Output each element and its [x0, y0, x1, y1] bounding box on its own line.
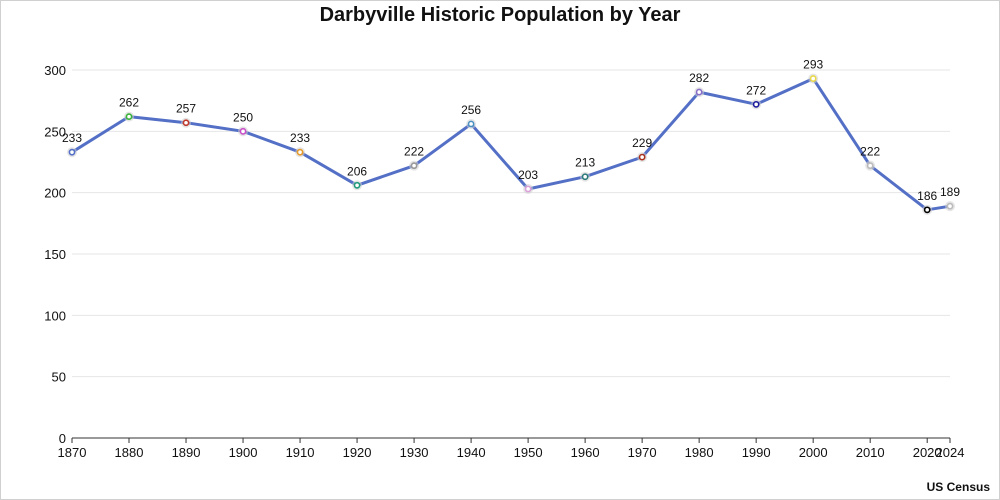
x-tick-label: 1940: [457, 445, 486, 460]
axes: 0 50 100 150 200 250 300 1870 1880 1890 1900 1910 19…: [44, 63, 964, 460]
data-label: 206: [347, 164, 367, 178]
data-point: [296, 148, 304, 156]
data-point: [695, 88, 703, 96]
data-label: 262: [119, 96, 139, 110]
data-point: [467, 120, 475, 128]
data-point: [239, 127, 247, 135]
chart-title: Darbyville Historic Population by Year: [319, 4, 681, 26]
data-point: [638, 153, 646, 161]
data-label: 257: [176, 102, 196, 116]
y-tick-label: 200: [44, 186, 66, 201]
x-tick-label: 1870: [58, 445, 87, 460]
y-tick-label: 300: [44, 63, 66, 78]
data-label: 222: [404, 145, 424, 159]
data-point: [752, 100, 760, 108]
x-tick-label: 1900: [229, 445, 258, 460]
data-points: [67, 73, 955, 215]
y-tick-label: 250: [44, 124, 66, 139]
data-point: [809, 75, 817, 82]
data-point: [923, 206, 931, 214]
x-tick-label: 1910: [286, 445, 315, 460]
x-tick-label: 1990: [742, 445, 771, 460]
data-label: 250: [233, 110, 253, 124]
data-point: [68, 148, 76, 156]
series-line-layer: [70, 77, 952, 212]
data-label: 229: [632, 136, 652, 150]
y-tick-label: 0: [59, 431, 66, 446]
x-tick-label: 1890: [172, 445, 201, 460]
data-label: 282: [689, 71, 709, 85]
x-tick-label: 2000: [799, 445, 828, 460]
data-label: 189: [940, 185, 960, 199]
x-tick-label: 2024: [936, 445, 965, 460]
data-label: 186: [917, 189, 937, 203]
x-tick-label: 1950: [514, 445, 543, 460]
source-note: US Census: [926, 480, 990, 494]
data-point: [524, 185, 532, 193]
y-tick-label: 100: [44, 308, 66, 323]
x-tick-label: 1970: [628, 445, 657, 460]
data-label: 233: [62, 131, 82, 145]
data-label: 222: [860, 145, 880, 159]
y-tick-label: 150: [44, 247, 66, 262]
x-tick-label: 1960: [571, 445, 600, 460]
y-tick-label: 50: [52, 370, 66, 385]
data-labels: 233 262 257 250 233 206 222 256 203 213 229 282 272 2…: [62, 58, 960, 203]
data-point: [946, 202, 954, 210]
x-tick-label: 1980: [685, 445, 714, 460]
data-point: [410, 162, 418, 170]
series-line: [70, 77, 952, 212]
x-tick-label: 1880: [115, 445, 144, 460]
x-tick-label: 1920: [343, 445, 372, 460]
x-tick-label: 2010: [856, 445, 885, 460]
data-label: 233: [290, 131, 310, 145]
data-label: 213: [575, 156, 595, 170]
data-point: [581, 173, 589, 181]
data-label: 272: [746, 83, 766, 97]
x-tick-label: 1930: [400, 445, 429, 460]
data-label: 203: [518, 168, 538, 182]
data-point: [125, 113, 133, 121]
data-label: 293: [803, 58, 823, 72]
x-tick-label: 2020: [913, 445, 942, 460]
data-point: [182, 119, 190, 127]
data-point: [866, 162, 874, 170]
grid-lines: [72, 69, 950, 378]
data-point: [353, 181, 361, 189]
data-label: 256: [461, 103, 481, 117]
